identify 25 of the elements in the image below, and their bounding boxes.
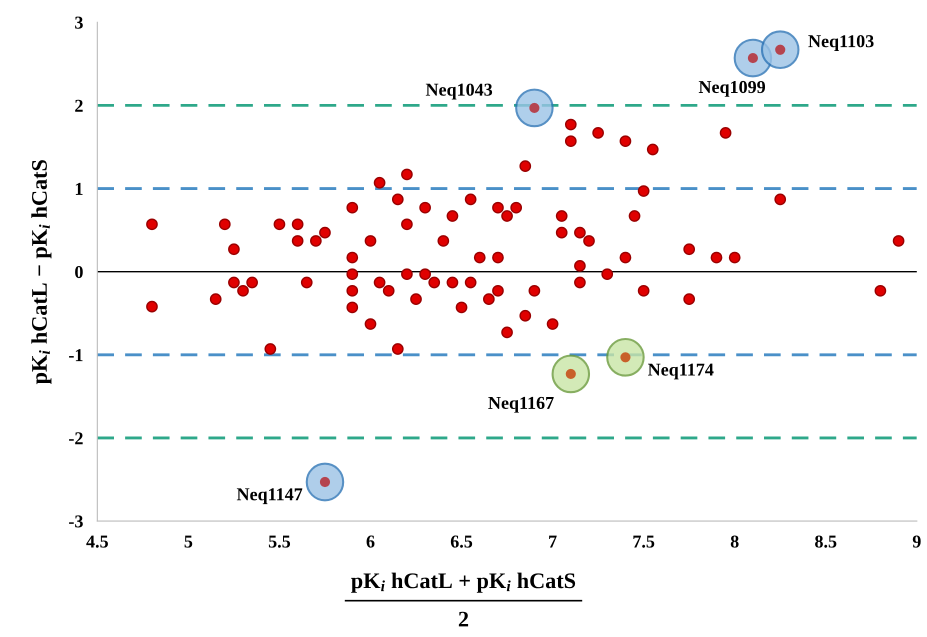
x-tick-label: 8 bbox=[730, 535, 739, 548]
annotation: Neq1103 bbox=[808, 35, 874, 51]
y-axis-title: pK$_{i}$ hCatL − pK$_{i}$ hCatS bbox=[31, 160, 52, 384]
x-tick-label: 4.5 bbox=[86, 536, 108, 548]
x-tick-label: 6 bbox=[366, 536, 374, 548]
y-tick-label: 1 bbox=[76, 182, 83, 195]
y-tick-label: -2 bbox=[69, 432, 83, 444]
x-tick-label: 5.5 bbox=[268, 536, 290, 548]
annotation: Neq1174 bbox=[648, 364, 714, 380]
y-tick-label: 2 bbox=[75, 100, 83, 112]
annotation: Neq1147 bbox=[236, 488, 302, 504]
annotation: Neq1167 bbox=[488, 396, 554, 413]
y-tick-label: -3 bbox=[69, 515, 83, 528]
x-tick-label: 9 bbox=[912, 536, 921, 548]
x-tick-label: 7 bbox=[549, 536, 557, 548]
x-tick-label: 7.5 bbox=[633, 536, 654, 548]
x-tick-label: 8.5 bbox=[815, 535, 836, 548]
x-tick-label: 5 bbox=[184, 536, 192, 548]
annotation: Neq1099 bbox=[698, 80, 766, 97]
annotation: Neq1043 bbox=[426, 84, 492, 100]
y-tick-label: -1 bbox=[69, 349, 83, 362]
y-tick-label: 3 bbox=[75, 16, 83, 29]
x-tick-label: 6.5 bbox=[450, 536, 472, 548]
y-tick-label: 0 bbox=[75, 266, 83, 278]
text: pK$_{i}$ hCatL + pK$_{i}$ hCatS 2 bbox=[351, 572, 576, 626]
